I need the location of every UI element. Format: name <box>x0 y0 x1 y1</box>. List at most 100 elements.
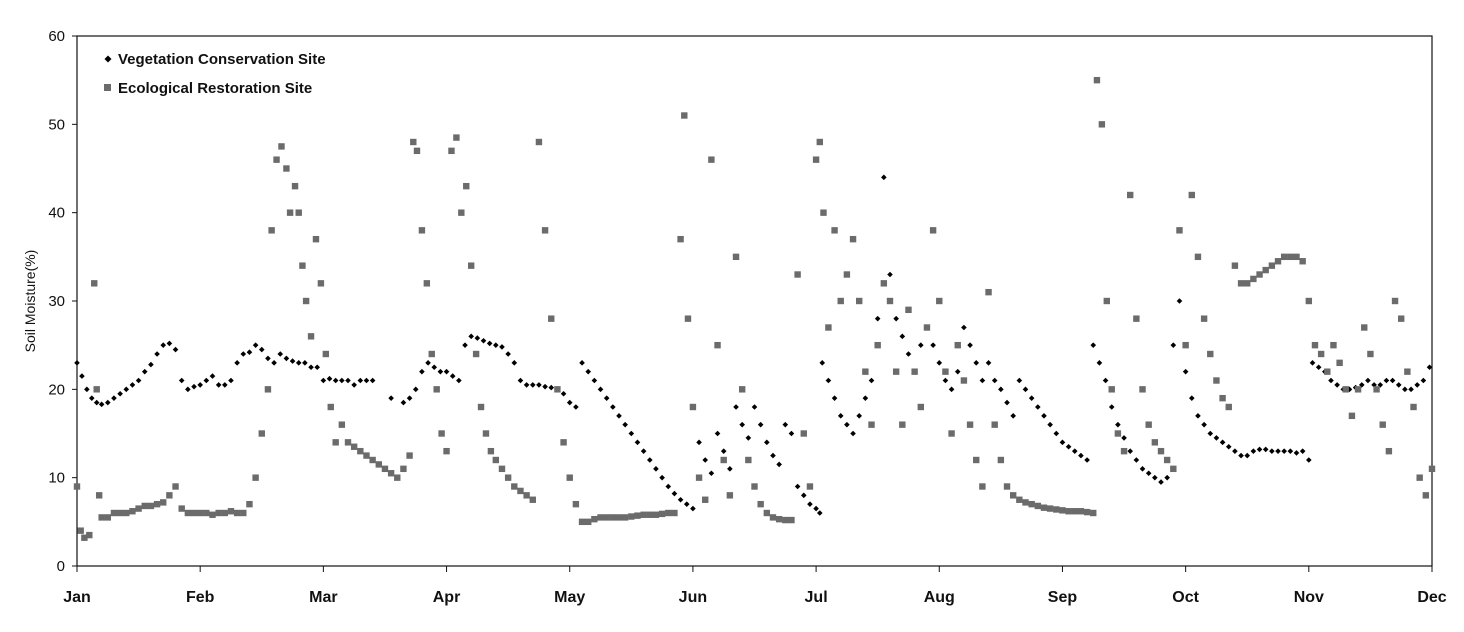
data-point <box>1077 508 1085 515</box>
data-point <box>252 474 259 481</box>
data-point <box>147 502 155 510</box>
data-point <box>448 147 455 155</box>
data-point <box>1219 394 1226 402</box>
data-point <box>419 368 425 375</box>
data-point <box>991 377 998 384</box>
data-point <box>1170 465 1177 473</box>
data-point <box>160 342 167 348</box>
data-point <box>942 377 949 384</box>
data-point <box>615 514 623 521</box>
data-point <box>1003 483 1011 490</box>
data-point <box>511 360 518 366</box>
data-point <box>317 280 325 287</box>
data-point <box>308 364 314 371</box>
data-point <box>222 382 228 388</box>
data-point <box>591 377 598 384</box>
data-point <box>240 509 247 517</box>
data-point <box>1207 350 1214 358</box>
data-point <box>443 368 450 375</box>
data-point <box>628 430 635 437</box>
data-point <box>153 500 161 508</box>
data-point <box>327 403 334 411</box>
data-point <box>233 509 241 517</box>
data-point <box>234 360 240 366</box>
data-point <box>887 271 893 278</box>
data-point <box>1098 121 1106 128</box>
legend-marker-vegetation <box>104 55 112 63</box>
data-point <box>1102 377 1109 384</box>
x-axis: Jan Feb Mar Apr May Jun Jul Aug Sep Oct Nov Dec <box>63 566 1447 606</box>
data-point <box>487 447 495 455</box>
data-point <box>733 404 739 410</box>
data-point <box>1188 191 1195 199</box>
data-point <box>1059 507 1066 514</box>
x-tick-label: Jul <box>805 589 828 606</box>
data-point <box>166 340 173 347</box>
data-point <box>93 399 100 406</box>
data-point <box>1010 413 1016 419</box>
data-point <box>283 355 290 362</box>
data-point <box>463 182 470 190</box>
data-point <box>1182 368 1189 375</box>
data-point <box>782 421 789 428</box>
data-point <box>129 382 136 388</box>
data-point <box>477 403 485 411</box>
data-point <box>820 209 827 216</box>
data-point <box>911 368 918 375</box>
data-point <box>116 509 124 517</box>
data-point <box>1093 76 1101 84</box>
data-point <box>406 395 413 401</box>
data-point <box>850 430 856 437</box>
data-point <box>917 403 924 411</box>
data-point <box>973 360 980 366</box>
x-tick-label: Mar <box>309 589 337 606</box>
data-point <box>948 430 955 437</box>
data-point <box>745 456 752 464</box>
data-point <box>1299 448 1306 454</box>
data-point <box>628 513 635 520</box>
data-point <box>1232 448 1238 454</box>
data-point <box>708 156 715 163</box>
data-point <box>812 156 820 163</box>
data-point <box>1358 382 1365 388</box>
data-point <box>277 351 284 357</box>
series-vegetation <box>74 174 1433 516</box>
data-point <box>1152 474 1158 481</box>
data-point <box>1103 297 1110 305</box>
data-point <box>751 404 758 410</box>
data-point <box>1009 492 1017 499</box>
data-point <box>1398 315 1405 322</box>
data-point <box>268 227 275 234</box>
data-point <box>1016 496 1023 503</box>
data-point <box>788 516 795 524</box>
data-point <box>482 430 490 437</box>
data-point <box>1090 342 1097 348</box>
data-point <box>1348 412 1356 420</box>
data-point <box>1096 360 1103 366</box>
data-point <box>246 349 253 356</box>
data-point <box>816 510 823 516</box>
data-point <box>265 355 271 362</box>
data-point <box>578 518 586 526</box>
data-point <box>345 377 351 384</box>
data-point <box>1389 377 1396 384</box>
data-point <box>1188 395 1195 401</box>
data-point <box>917 342 924 348</box>
data-point <box>1250 275 1257 283</box>
data-point <box>388 395 394 401</box>
data-point <box>326 375 333 382</box>
data-point <box>597 514 604 521</box>
data-point <box>634 439 641 446</box>
data-point <box>732 253 740 261</box>
data-point <box>899 333 906 340</box>
data-point <box>1404 368 1411 375</box>
data-point <box>428 350 435 358</box>
data-point <box>1145 421 1152 428</box>
data-point <box>646 457 653 463</box>
data-point <box>677 235 684 243</box>
data-point <box>1090 509 1097 517</box>
data-point <box>936 297 943 305</box>
data-point <box>423 280 431 287</box>
data-point <box>997 456 1005 464</box>
data-point <box>387 470 395 477</box>
